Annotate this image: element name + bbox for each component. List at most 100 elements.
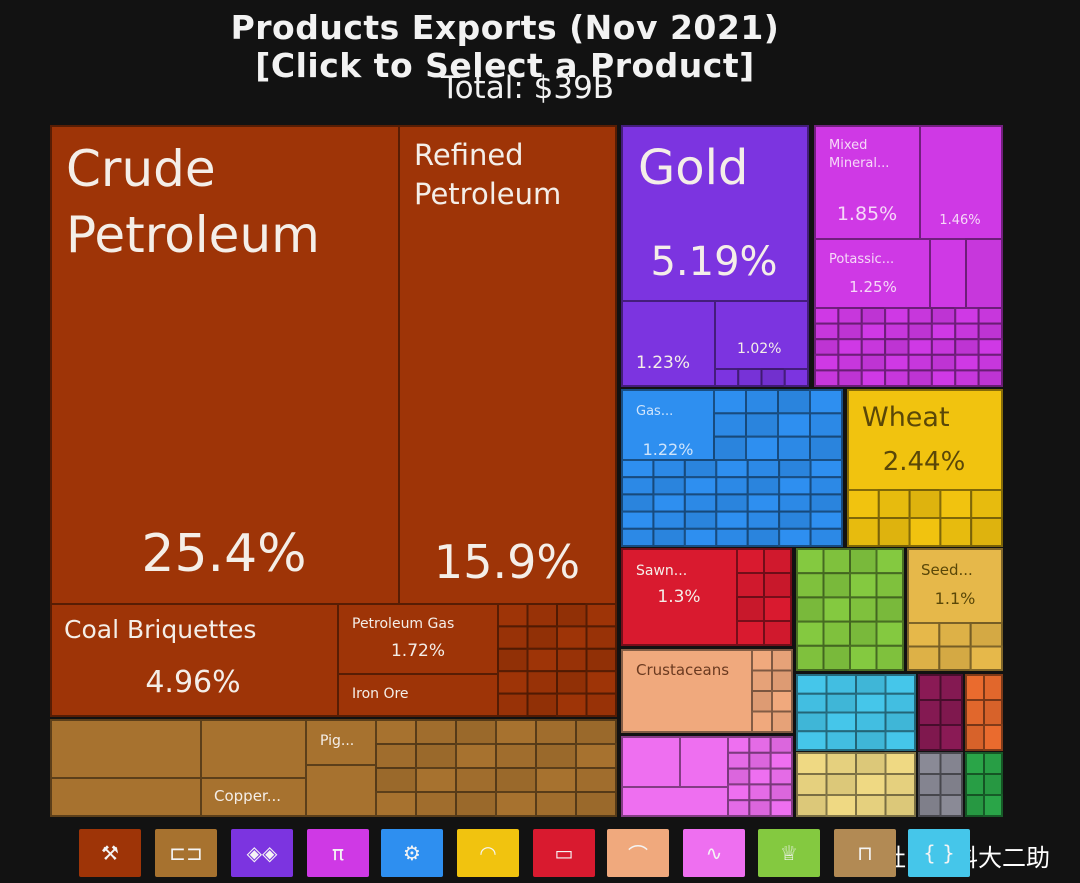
tile-metal-small[interactable]	[455, 767, 497, 793]
tile-metal[interactable]	[305, 764, 377, 817]
tile-mineral-small[interactable]	[526, 692, 558, 717]
tile-machine-small[interactable]	[777, 389, 811, 415]
tile-seed-small[interactable]	[969, 645, 1004, 671]
tile-food-small[interactable]	[849, 620, 878, 647]
tile-misc-small[interactable]	[939, 699, 963, 726]
tile-textile-small[interactable]	[769, 783, 794, 802]
tile-misc-small[interactable]	[918, 674, 942, 701]
tile-chem-small[interactable]	[814, 322, 840, 341]
tile-machine-small[interactable]	[683, 476, 718, 496]
tile-mineral-small[interactable]	[556, 603, 588, 628]
tile-chem-small[interactable]	[977, 322, 1003, 341]
tile-misc-small[interactable]	[983, 794, 1003, 817]
tile-food-small[interactable]	[796, 620, 825, 647]
tile-chem-small[interactable]	[884, 307, 910, 325]
tile-chem-small[interactable]	[907, 369, 933, 387]
tile-seed[interactable]	[907, 548, 1003, 624]
tile-plastics-small[interactable]	[884, 692, 916, 714]
tile-food-small[interactable]	[875, 548, 904, 575]
tile-mineral-small[interactable]	[526, 603, 558, 628]
tile-mineral-small[interactable]	[585, 647, 617, 673]
tile-chem-small[interactable]	[930, 369, 957, 387]
tile-misc-small[interactable]	[825, 794, 857, 817]
tile-plastics-small[interactable]	[884, 674, 916, 695]
tile-veg-small[interactable]	[847, 517, 880, 547]
tile-machine-small[interactable]	[809, 493, 843, 513]
tile-plastics-small[interactable]	[884, 711, 916, 733]
tile-machine-small[interactable]	[621, 476, 655, 496]
tile-mineral-small[interactable]	[556, 647, 588, 673]
tile-wood-small[interactable]	[736, 572, 765, 598]
tile-misc-small[interactable]	[983, 773, 1003, 796]
tile-food-small[interactable]	[822, 572, 851, 599]
tile-mineral-small[interactable]	[585, 603, 617, 628]
tile-metal-small[interactable]	[535, 743, 577, 769]
tile-misc-small[interactable]	[884, 794, 916, 817]
tile-chem-small[interactable]	[954, 307, 980, 325]
tile-chem-small[interactable]	[954, 338, 980, 356]
tile-chem-small[interactable]	[977, 338, 1003, 356]
tile-textile-small[interactable]	[769, 751, 794, 770]
tile-machine-small[interactable]	[621, 459, 655, 479]
tile-misc-small[interactable]	[939, 752, 963, 775]
tile-seed-small[interactable]	[969, 622, 1004, 648]
tile-misc-small[interactable]	[918, 794, 942, 817]
tile-mineral-small[interactable]	[526, 647, 558, 673]
tile-machine-small[interactable]	[809, 527, 843, 547]
legend-foodstuffs[interactable]: ♕	[758, 829, 820, 877]
tile-metal-small[interactable]	[575, 743, 617, 769]
tile-machine-small[interactable]	[683, 510, 718, 530]
tile-potassic[interactable]	[814, 238, 931, 309]
tile-misc-small[interactable]	[965, 773, 985, 796]
tile-metal-small[interactable]	[375, 743, 417, 769]
tile-wood-small[interactable]	[763, 620, 792, 646]
tile-plastics-small[interactable]	[825, 711, 857, 733]
tile-veg-small[interactable]	[939, 517, 973, 547]
tile-machine-small[interactable]	[652, 527, 686, 547]
legend-textiles[interactable]: ∿	[683, 829, 745, 877]
tile-veg-small[interactable]	[847, 489, 880, 519]
tile-food-small[interactable]	[796, 572, 825, 599]
tile-food-small[interactable]	[822, 596, 851, 623]
tile-food-small[interactable]	[822, 548, 851, 575]
tile-chem-small[interactable]	[930, 353, 957, 372]
tile-seed-small[interactable]	[907, 645, 941, 671]
tile-mineral-small[interactable]	[497, 670, 529, 695]
tile-chem-small[interactable]	[860, 322, 887, 341]
tile-chem-b[interactable]	[919, 125, 1003, 240]
tile-food-small[interactable]	[822, 644, 851, 671]
tile-seed-small[interactable]	[938, 622, 972, 648]
tile-machine-small[interactable]	[745, 389, 779, 415]
tile-textile-small[interactable]	[748, 799, 772, 818]
tile-machine-small[interactable]	[715, 510, 749, 530]
tile-mineral-small[interactable]	[497, 603, 529, 628]
legend-chemical-products[interactable]: π	[307, 829, 369, 877]
tile-chem-small[interactable]	[977, 353, 1003, 372]
tile-chem-small[interactable]	[860, 307, 887, 325]
tile-misc-small[interactable]	[965, 699, 985, 726]
tile-textile-small[interactable]	[748, 736, 772, 754]
tile-food-small[interactable]	[875, 572, 904, 599]
tile-food-small[interactable]	[849, 596, 878, 623]
tile-misc-small[interactable]	[939, 773, 963, 796]
tile-misc-small[interactable]	[825, 773, 857, 796]
tile-animal-small[interactable]	[751, 710, 773, 733]
tile-wood-small[interactable]	[736, 620, 765, 646]
tile-machine-small[interactable]	[777, 435, 811, 461]
tile-mineral-small[interactable]	[585, 670, 617, 695]
tile-machine-small[interactable]	[652, 493, 686, 513]
tile-precious-small[interactable]	[783, 368, 809, 387]
tile-textile-small[interactable]	[727, 799, 751, 818]
tile-iron-ore[interactable]	[337, 673, 499, 717]
tile-misc-small[interactable]	[884, 752, 916, 775]
tile-machine-small[interactable]	[809, 389, 843, 415]
tile-veg-small[interactable]	[877, 517, 911, 547]
tile-copper[interactable]	[200, 777, 307, 817]
tile-mineral-small[interactable]	[556, 670, 588, 695]
tile-mineral-small[interactable]	[526, 670, 558, 695]
tile-mineral-small[interactable]	[497, 647, 529, 673]
tile-chem-small[interactable]	[884, 338, 910, 356]
tile-food-small[interactable]	[796, 548, 825, 575]
tile-machine-small[interactable]	[809, 476, 843, 496]
tile-metal-small[interactable]	[415, 767, 457, 793]
